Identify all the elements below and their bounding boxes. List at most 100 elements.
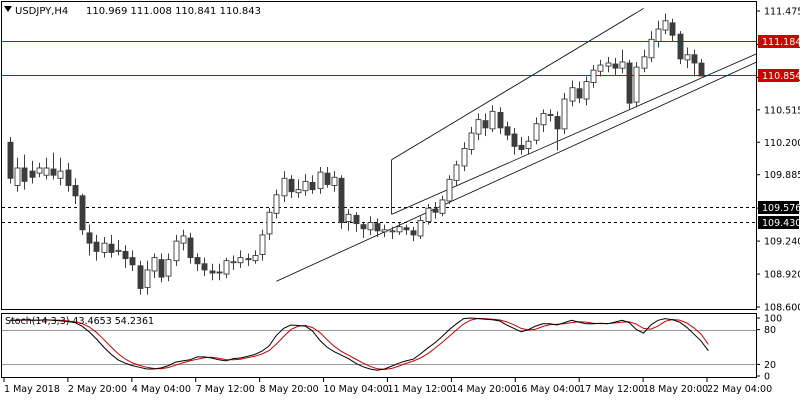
bullish-candle-body xyxy=(345,213,352,222)
bearish-candle-body xyxy=(29,170,36,178)
bearish-candle-body xyxy=(698,62,705,77)
bearish-candle-body xyxy=(21,167,28,182)
bearish-candle-body xyxy=(216,271,223,274)
bullish-candle-body xyxy=(302,180,309,192)
price-tags: 111.184 110.854 109.576 109.430 xyxy=(758,35,800,229)
bearish-candle-body xyxy=(324,172,331,185)
price-tag-label: 110.854 xyxy=(762,71,800,82)
bullish-candle-body xyxy=(14,167,21,186)
bearish-candle-body xyxy=(65,169,72,186)
bullish-candle-body xyxy=(115,249,122,252)
bullish-candle-body xyxy=(57,170,64,179)
bearish-candle-body xyxy=(374,223,381,232)
bullish-candle-body xyxy=(648,38,655,59)
bearish-candle-body xyxy=(108,243,115,253)
bullish-candle-body xyxy=(317,171,324,190)
time-tick-label: 4 May 04:00 xyxy=(132,384,191,395)
bearish-candle-body xyxy=(518,144,525,150)
bullish-candle-body xyxy=(389,230,396,233)
bullish-candle-body xyxy=(425,207,432,222)
price-tag-box xyxy=(758,35,799,48)
bullish-candle-body xyxy=(101,242,108,253)
stochastic-tick-label: 20 xyxy=(764,360,776,371)
bearish-candle-body xyxy=(309,181,316,191)
bullish-candle-body xyxy=(461,147,468,167)
price-tick-label: 108.600 xyxy=(764,303,800,314)
stochastic-tick-label: 80 xyxy=(764,325,776,336)
bearish-candle-body xyxy=(137,265,144,289)
bullish-candle-body xyxy=(605,62,612,67)
time-tick-label: 22 May 04:00 xyxy=(707,384,772,395)
bullish-candle-body xyxy=(396,226,403,233)
bullish-candle-body xyxy=(144,269,151,288)
bullish-candle-body xyxy=(684,54,691,61)
bullish-candle-body xyxy=(381,229,388,233)
bearish-candle-body xyxy=(432,208,439,213)
bullish-candle-body xyxy=(36,167,43,174)
price-tag-box xyxy=(758,201,799,214)
bearish-candle-body xyxy=(194,257,201,265)
bearish-candle-body xyxy=(403,227,410,231)
bearish-candle-body xyxy=(288,178,295,193)
bearish-candle-body xyxy=(497,111,504,129)
price-tick-label: 108.920 xyxy=(764,270,800,281)
bullish-candle-body xyxy=(180,235,187,244)
bullish-candle-body xyxy=(237,257,244,264)
bullish-candle-body xyxy=(662,20,669,31)
bearish-candle-body xyxy=(7,141,14,179)
bearish-candle-body xyxy=(129,257,136,266)
bearish-candle-body xyxy=(122,250,129,260)
stochastic-lines xyxy=(10,317,709,371)
price-tag-box xyxy=(758,216,799,229)
bullish-candle-body xyxy=(619,61,626,69)
stochastic-tick-label: 100 xyxy=(764,314,782,325)
bullish-candle-body xyxy=(266,211,273,235)
bearish-candle-body xyxy=(511,133,518,147)
channel-line-lower xyxy=(276,61,756,282)
bullish-candle-body xyxy=(525,140,532,149)
bullish-candle-body xyxy=(590,69,597,84)
time-tick-label: 10 May 04:00 xyxy=(324,384,389,395)
price-tick-label: 110.515 xyxy=(764,105,800,116)
price-tag-label: 109.430 xyxy=(762,218,800,229)
bearish-candle-body xyxy=(691,54,698,64)
bullish-candle-body xyxy=(151,257,158,272)
bearish-candle-body xyxy=(72,185,79,197)
bullish-candle-body xyxy=(295,189,302,194)
bearish-candle-body xyxy=(669,22,676,36)
bullish-candle-body xyxy=(281,177,288,197)
stochastic-tick-label: 0 xyxy=(764,372,770,383)
price-tick-label: 109.240 xyxy=(764,237,800,248)
price-tag-label: 109.576 xyxy=(762,203,800,214)
bullish-candle-body xyxy=(641,56,648,69)
bullish-candle-body xyxy=(259,234,266,255)
bullish-candle-body xyxy=(173,240,180,262)
bullish-candle-body xyxy=(223,260,230,275)
bearish-candle-body xyxy=(554,116,561,130)
bullish-candle-body xyxy=(655,28,662,42)
price-panel-frame xyxy=(1,1,757,310)
bearish-candle-body xyxy=(626,62,633,104)
bullish-candle-body xyxy=(597,64,604,72)
bearish-candle-body xyxy=(504,126,511,136)
stochastic-panel-frame xyxy=(1,313,757,378)
bullish-candle-body xyxy=(273,194,280,214)
time-tick-label: 1 May 2018 xyxy=(4,384,60,395)
time-axis: 1 May 2018 2 May 20:00 4 May 04:00 7 May 12… xyxy=(3,378,772,395)
bullish-candle-body xyxy=(533,123,540,141)
bullish-candle-body xyxy=(489,110,496,130)
price-tick-label: 109.885 xyxy=(764,170,800,181)
bullish-candle-body xyxy=(540,112,547,126)
bearish-candle-body xyxy=(338,177,345,224)
ohlc-values: 110.969 111.008 110.841 110.843 xyxy=(86,6,261,17)
bullish-candle-body xyxy=(230,261,237,264)
price-tick-label: 110.200 xyxy=(764,138,800,149)
bullish-candle-body xyxy=(439,199,446,214)
bearish-candle-body xyxy=(576,88,583,99)
bearish-candle-body xyxy=(360,224,367,230)
symbol-label: USDJPY,H4 xyxy=(15,6,68,17)
bullish-candle-body xyxy=(583,81,590,100)
